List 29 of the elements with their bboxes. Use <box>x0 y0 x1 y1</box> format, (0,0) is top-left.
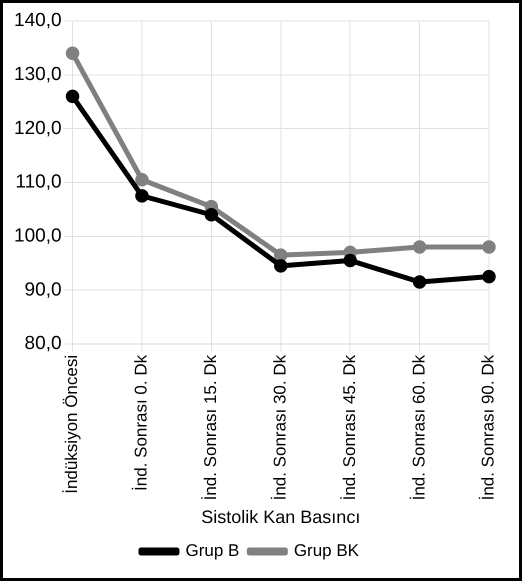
x-tick-label: İnd. Sonrası 0. Dk <box>132 354 151 491</box>
y-tick-label: 80,0 <box>24 333 62 354</box>
x-tick-label: İnd. Sonrası 60. Dk <box>409 354 428 500</box>
legend-label: Grup B <box>185 541 240 560</box>
point <box>135 173 149 186</box>
y-tick-label: 120,0 <box>14 118 62 139</box>
y-tick-label: 110,0 <box>15 172 62 193</box>
y-tick-label: 100,0 <box>14 225 62 246</box>
point <box>482 240 496 254</box>
x-tick-label: İnd. Sonrası 45. Dk <box>340 354 359 500</box>
point <box>204 208 218 222</box>
point <box>135 189 149 203</box>
point <box>274 248 288 262</box>
point <box>66 90 80 104</box>
legend-label: Grup BK <box>294 541 360 560</box>
x-tick-label: İnd. Sonrası 90. Dk <box>478 354 498 500</box>
x-tick-label: İnd. Sonrası 15. Dk <box>201 354 220 500</box>
x-tick-label: İndüksiyon Öncesi <box>62 354 82 494</box>
x-axis-title: Sistolik Kan Basıncı <box>201 507 360 528</box>
point <box>412 240 426 254</box>
point <box>412 275 426 289</box>
point <box>274 259 288 273</box>
point <box>66 46 80 60</box>
x-tick-label: İnd. Sonrası 30. Dk <box>270 354 290 500</box>
y-tick-label: 140,0 <box>14 10 62 32</box>
y-tick-label: 130,0 <box>14 64 62 86</box>
point <box>482 270 496 284</box>
y-tick-label: 90,0 <box>24 279 62 300</box>
point <box>343 254 357 268</box>
